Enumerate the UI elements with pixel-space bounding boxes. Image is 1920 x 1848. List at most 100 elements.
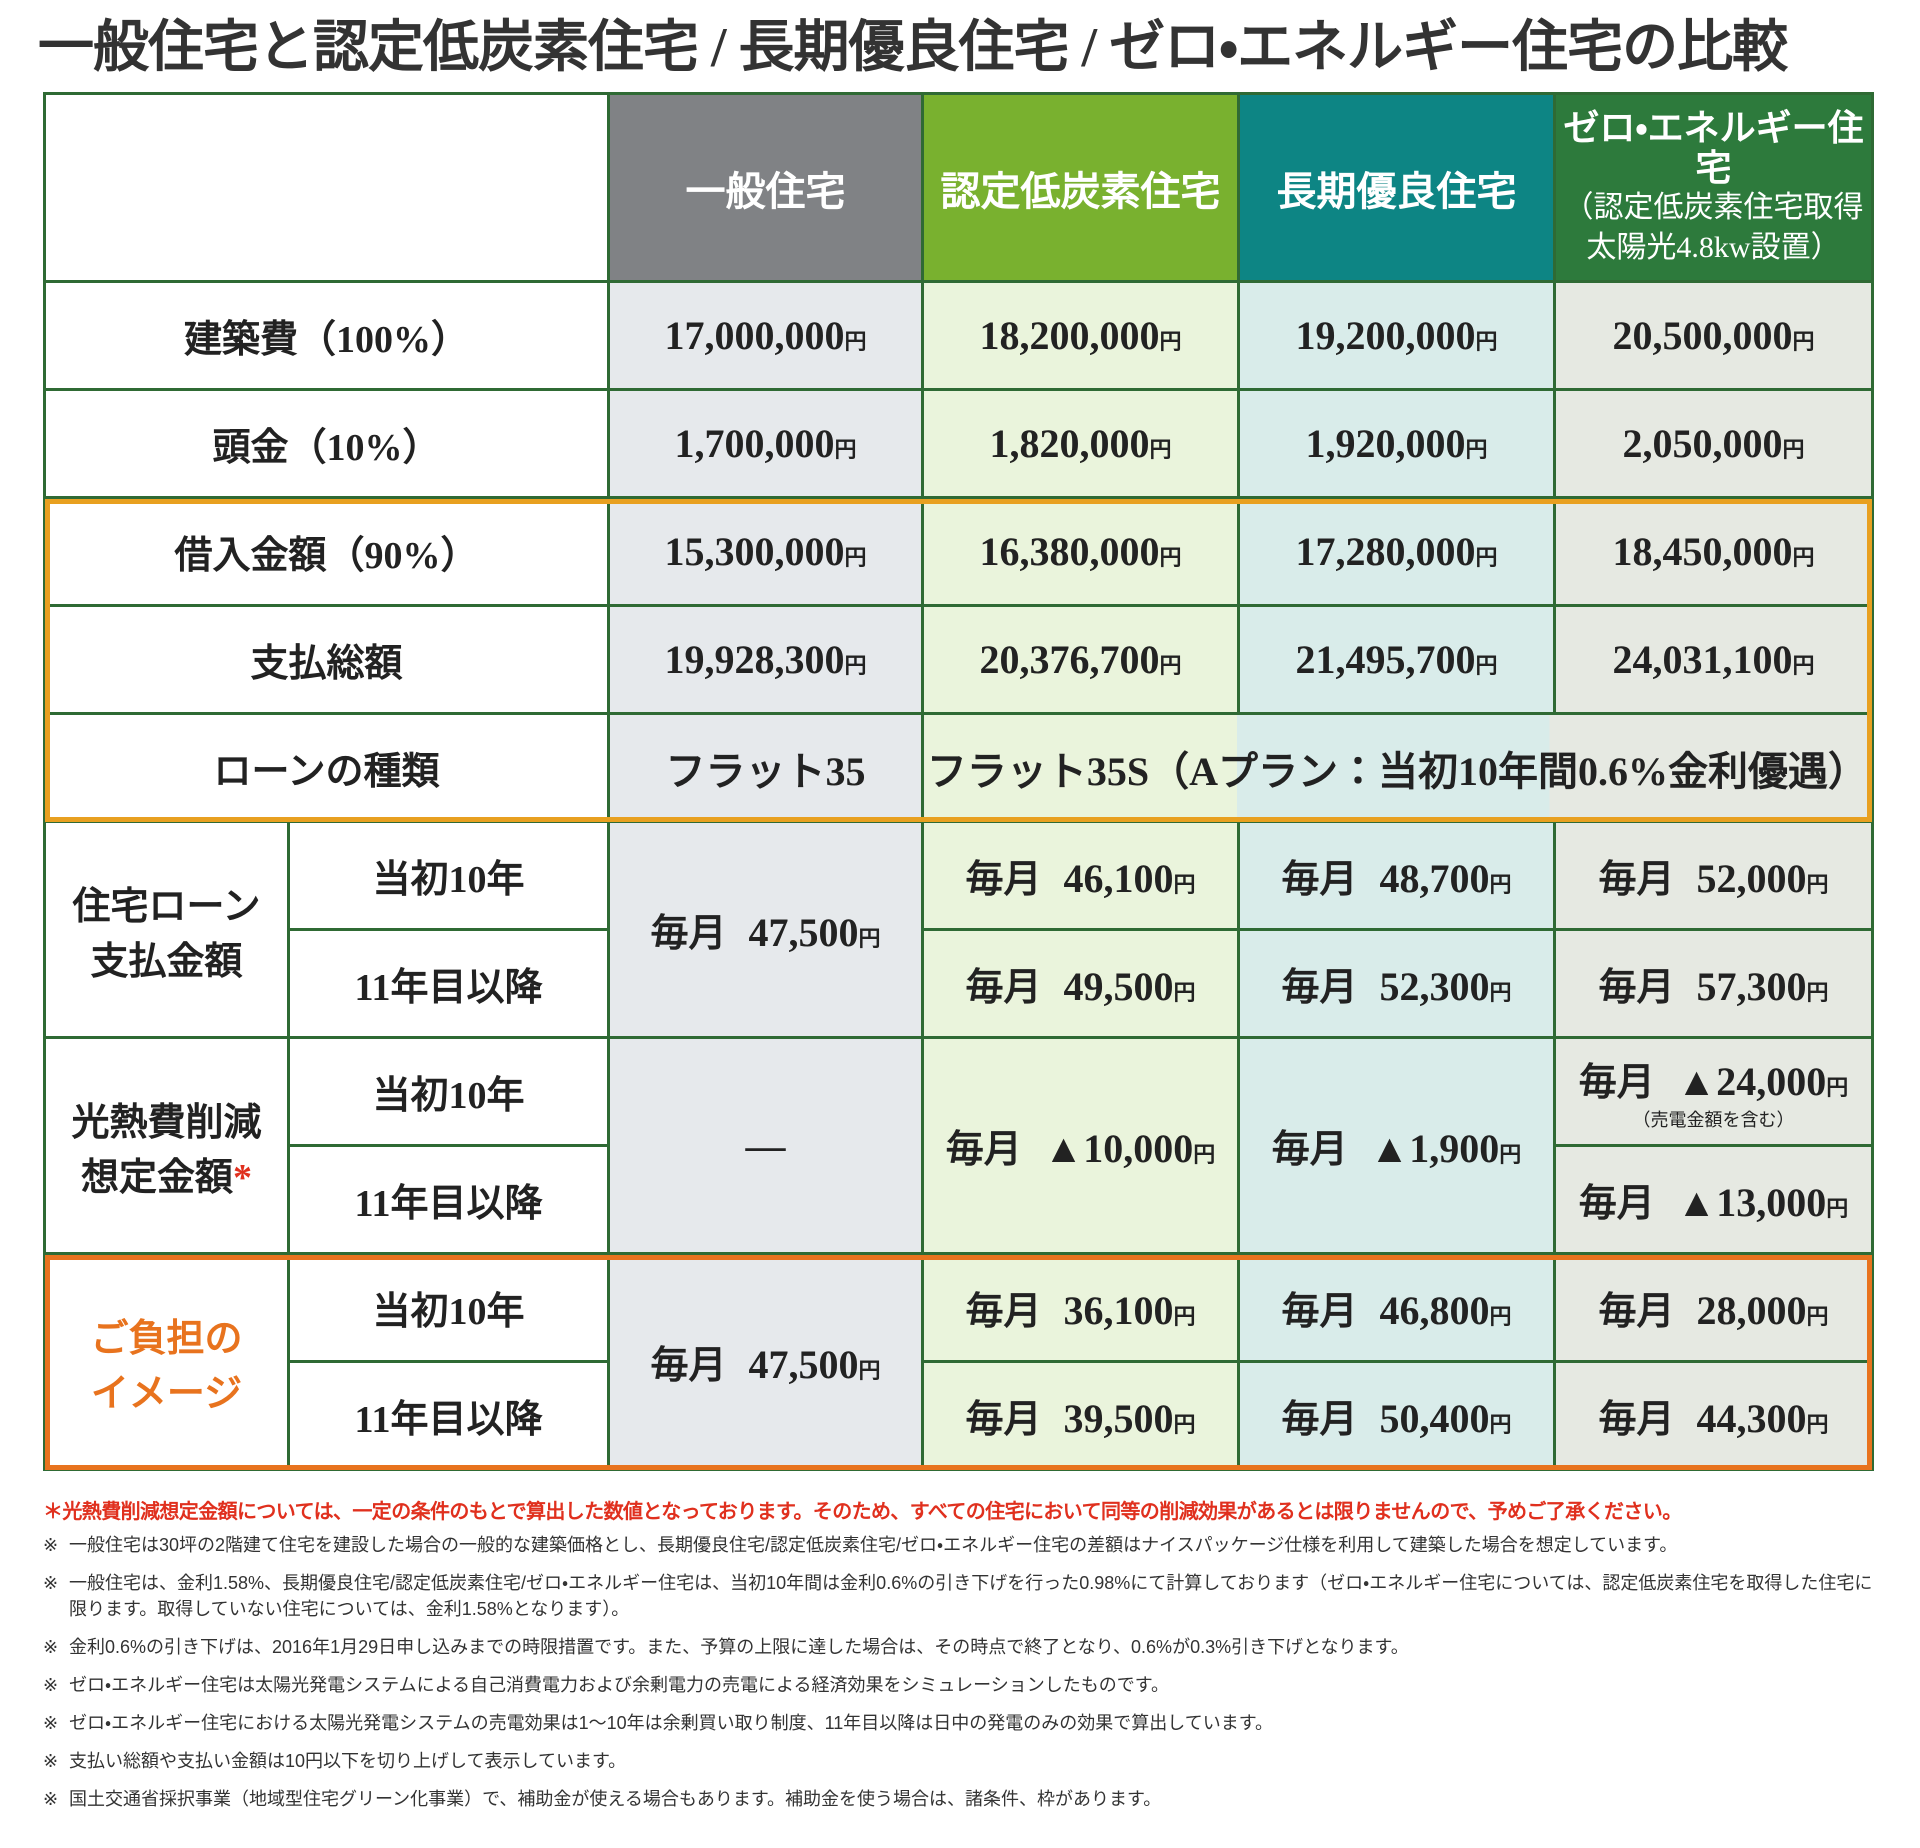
- note-item: ※ 一般住宅は30坪の2階建て住宅を建設した場合の一般的な建築価格とし、長期優良住…: [43, 1532, 1873, 1558]
- table-row: 光熱費削減 想定金額* 当初10年 — 毎月 ▲10,000円 毎月 ▲1,900円 毎月 ▲24…: [43, 1036, 1874, 1255]
- table-row: 住宅ローン 支払金額 当初10年 毎月 47,500円 毎月 46,100円 毎月 48,700…: [43, 820, 1874, 1039]
- table-cell: 毎月 48,700円: [1237, 820, 1556, 931]
- cell-text: フラット35: [665, 748, 866, 794]
- monthly-label: 毎月: [1598, 967, 1675, 1009]
- table-cell: 毎月 44,300円: [1553, 1360, 1874, 1471]
- period-label: 11年目以降: [354, 1399, 543, 1441]
- yen-unit: 円: [1475, 329, 1498, 354]
- table-cell: ご負担の イメージ: [43, 1252, 290, 1471]
- amount: 57,300: [1696, 964, 1807, 1009]
- table-row: 支払総額 19,928,300円 20,376,700円 21,495,700円 24,…: [43, 604, 1874, 715]
- note-item: ※ 一般住宅は、金利1.58%、長期優良住宅/認定低炭素住宅/ゼロ・エネルギー住宅…: [43, 1570, 1873, 1622]
- amount: 39,500: [1063, 1396, 1174, 1441]
- table-cell: 19,928,300円: [607, 604, 924, 715]
- period-label: 11年目以降: [354, 967, 543, 1009]
- group-label: 想定金額*: [80, 1156, 252, 1199]
- header-row: 一般住宅 認定低炭素住宅 長期優良住宅 ゼロ・エネルギー住宅 （認定低炭素住宅取…: [43, 92, 1874, 283]
- table-cell: 1,820,000円: [921, 388, 1240, 499]
- monthly-label: 毎月: [650, 1345, 727, 1387]
- table-cell: 20,500,000円: [1553, 280, 1874, 391]
- note-mark: ※: [43, 1789, 59, 1809]
- note-mark: ※: [43, 1751, 59, 1771]
- yen-unit: 円: [1475, 545, 1498, 570]
- yen-unit: 円: [1826, 1075, 1849, 1100]
- amount: 46,100: [1063, 856, 1174, 901]
- group-label: 支払金額: [90, 940, 243, 983]
- table-cell: 頭金（10%）: [43, 388, 610, 499]
- monthly-label: 毎月: [1598, 1291, 1675, 1333]
- note-mark: ※: [43, 1535, 59, 1555]
- amount: 20,500,000: [1612, 313, 1793, 358]
- column-header: ゼロ・エネルギー住宅 （認定低炭素住宅取得 太陽光4.8kw設置）: [1553, 92, 1874, 283]
- note-text: ゼロ・エネルギー住宅における太陽光発電システムの売電効果は1～10年は余剰買い取…: [69, 1713, 1273, 1733]
- row-label: ローンの種類: [213, 751, 440, 793]
- yen-unit: 円: [1806, 1412, 1829, 1437]
- amount: 48,700: [1379, 856, 1490, 901]
- table-cell: 16,380,000円: [921, 496, 1240, 607]
- note-mark: ※: [43, 1675, 59, 1695]
- table-cell: 毎月 ▲24,000円 （売電金額を含む）: [1553, 1036, 1874, 1147]
- table-cell: 20,376,700円: [921, 604, 1240, 715]
- monthly-label: 毎月: [945, 1129, 1022, 1171]
- note-item: ※ 支払い総額や支払い金額は10円以下を切り上げして表示しています。: [43, 1748, 1873, 1774]
- yen-unit: 円: [1489, 1304, 1512, 1329]
- table-cell: 当初10年: [287, 1252, 610, 1363]
- asterisk: *: [233, 1156, 252, 1199]
- table-row: 借入金額（90%） 15,300,000円 16,380,000円 17,280,00…: [43, 496, 1874, 607]
- column-header: 一般住宅: [607, 92, 924, 283]
- table-cell: 18,450,000円: [1553, 496, 1874, 607]
- table-cell: 11年目以降: [287, 1360, 610, 1471]
- yen-unit: 円: [834, 437, 857, 462]
- amount: 47,500: [748, 910, 859, 955]
- monthly-label: 毎月: [965, 1291, 1042, 1333]
- monthly-label: 毎月: [1281, 1399, 1358, 1441]
- table-row: 建築費（100%） 17,000,000円 18,200,000円 19,200,00…: [43, 280, 1874, 391]
- row-label: 借入金額（90%）: [174, 535, 479, 577]
- yen-unit: 円: [1159, 545, 1182, 570]
- amount: 1,820,000: [989, 421, 1150, 466]
- table-cell: 毎月 46,100円: [921, 820, 1240, 931]
- amount: 2,050,000: [1622, 421, 1783, 466]
- monthly-label: 毎月: [1598, 1399, 1675, 1441]
- row-label: 支払総額: [250, 643, 403, 685]
- yen-unit: 円: [1806, 980, 1829, 1005]
- group-label: 光熱費削減: [71, 1101, 262, 1144]
- table-cell: ローンの種類: [43, 712, 610, 823]
- yen-unit: 円: [1806, 872, 1829, 897]
- amount: 19,200,000: [1295, 313, 1476, 358]
- note-item: ※ 国土交通省採択事業（地域型住宅グリーン化事業）で、補助金が使える場合もあります…: [43, 1786, 1873, 1812]
- table-cell: 毎月 57,300円: [1553, 928, 1874, 1039]
- table-cell: 17,280,000円: [1237, 496, 1556, 607]
- monthly-label: 毎月: [965, 859, 1042, 901]
- amount: 1,700,000: [674, 421, 835, 466]
- notes: ＊光熱費削減想定金額については、一定の条件のもとで算出した数値となっております。…: [43, 1492, 1873, 1824]
- amount: 17,280,000: [1295, 529, 1476, 574]
- amount: 20,376,700: [979, 637, 1160, 682]
- table-cell: 毎月 ▲1,900円: [1237, 1036, 1556, 1255]
- yen-unit: 円: [844, 329, 867, 354]
- table-cell: 借入金額（90%）: [43, 496, 610, 607]
- column-header: 認定低炭素住宅: [921, 92, 1240, 283]
- period-label: 当初10年: [372, 1291, 525, 1333]
- table-cell: 建築費（100%）: [43, 280, 610, 391]
- table-row: 頭金（10%） 1,700,000円 1,820,000円 1,920,000円 2,0…: [43, 388, 1874, 499]
- monthly-label: 毎月: [1578, 1062, 1655, 1104]
- yen-unit: 円: [1782, 437, 1805, 462]
- amount: 28,000: [1696, 1288, 1807, 1333]
- note-text: 一般住宅は30坪の2階建て住宅を建設した場合の一般的な建築価格とし、長期優良住宅…: [69, 1535, 1678, 1555]
- group-label: イメージ: [90, 1372, 243, 1415]
- note-text: 一般住宅は、金利1.58%、長期優良住宅/認定低炭素住宅/ゼロ・エネルギー住宅は…: [69, 1573, 1873, 1619]
- yen-unit: 円: [1173, 1304, 1196, 1329]
- monthly-label: 毎月: [1271, 1129, 1348, 1171]
- table-cell: 毎月 28,000円: [1553, 1252, 1874, 1363]
- table-cell: 毎月 50,400円: [1237, 1360, 1556, 1471]
- cell-text: —: [745, 1123, 786, 1168]
- comparison-table: 一般住宅 認定低炭素住宅 長期優良住宅 ゼロ・エネルギー住宅 （認定低炭素住宅取…: [43, 92, 1874, 1471]
- note-mark: ※: [43, 1573, 59, 1593]
- table-cell: 11年目以降: [287, 1144, 610, 1255]
- table-cell: 15,300,000円: [607, 496, 924, 607]
- amount: 18,450,000: [1612, 529, 1793, 574]
- table-cell: 21,495,700円: [1237, 604, 1556, 715]
- column-header: 長期優良住宅: [1237, 92, 1556, 283]
